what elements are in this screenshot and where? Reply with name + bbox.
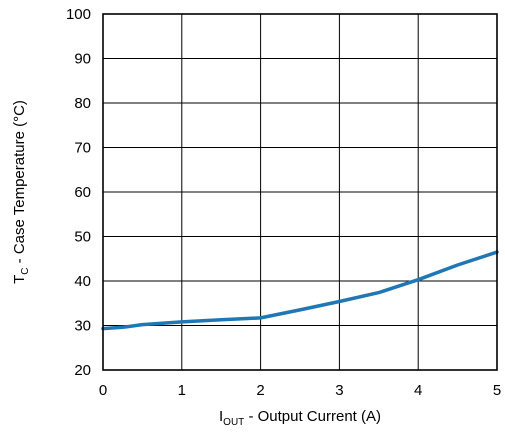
x-tick-label: 4 <box>414 382 422 399</box>
x-axis-label: IOUT - Output Current (A) <box>219 408 381 428</box>
grid <box>102 13 498 371</box>
y-tick-label: 60 <box>74 184 91 201</box>
series-layer <box>101 250 499 331</box>
y-tick-label: 90 <box>74 51 91 68</box>
series-line <box>101 250 499 331</box>
y-axis-label-rest: - Case Temperature (°C) <box>11 100 28 267</box>
x-tick-label: 0 <box>99 382 107 399</box>
y-tick-label: 20 <box>74 362 91 379</box>
y-tick-label: 100 <box>66 6 91 23</box>
y-axis-label: TC - Case Temperature (°C) <box>11 100 31 284</box>
x-axis-label-sub: OUT <box>223 417 244 428</box>
x-tick-label: 1 <box>178 382 186 399</box>
y-tick-label: 40 <box>74 273 91 290</box>
y-axis-label-sub: C <box>20 268 31 275</box>
x-tick-label: 5 <box>493 382 501 399</box>
x-tick-labels: 0 1 2 3 4 5 <box>99 382 501 399</box>
y-tick-label: 70 <box>74 140 91 157</box>
x-tick-label: 2 <box>256 382 264 399</box>
plot-frame <box>102 13 498 371</box>
y-tick-label: 50 <box>74 229 91 246</box>
x-axis-label-main: I <box>219 408 223 425</box>
x-tick-label: 3 <box>335 382 343 399</box>
x-axis-label-rest: - Output Current (A) <box>244 408 381 425</box>
y-tick-labels: 20 30 40 50 60 70 80 90 100 <box>66 6 91 379</box>
y-tick-label: 80 <box>74 95 91 112</box>
y-tick-label: 30 <box>74 318 91 335</box>
y-axis-label-main: T <box>11 275 28 284</box>
